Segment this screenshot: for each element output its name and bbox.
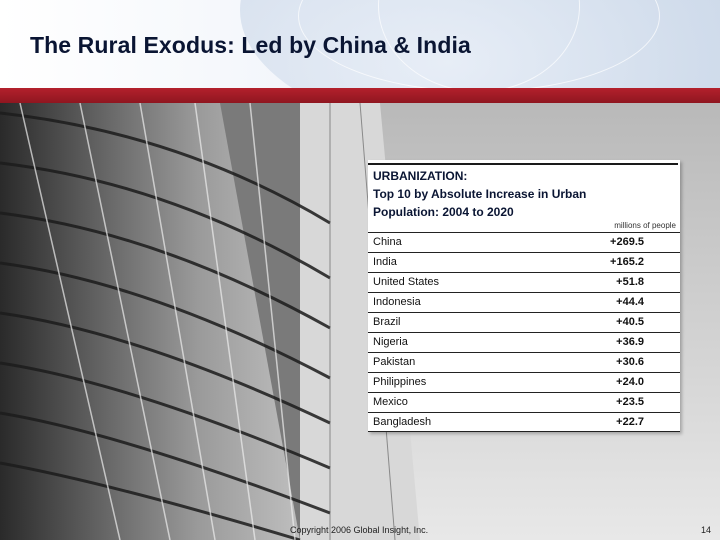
increase-value: +23.5 — [616, 396, 644, 408]
table-heading-line3: Population: 2004 to 2020 — [373, 205, 514, 219]
increase-value: +269.5 — [610, 236, 644, 248]
accent-bar — [0, 88, 720, 103]
country-name: Philippines — [373, 376, 427, 388]
increase-value: +165.2 — [610, 256, 644, 268]
table-row: Indonesia +44.4 — [368, 292, 680, 312]
table-heading-label: URBANIZATION: — [373, 169, 468, 183]
table-row: Mexico +23.5 — [368, 392, 680, 412]
units-label: millions of people — [614, 221, 676, 230]
country-name: Mexico — [373, 396, 408, 408]
increase-value: +51.8 — [616, 276, 644, 288]
table-row: United States +51.8 — [368, 272, 680, 292]
table-rows: China +269.5 India +165.2 United States +51… — [368, 232, 680, 432]
increase-value: +22.7 — [616, 416, 644, 428]
table-row: Philippines +24.0 — [368, 372, 680, 392]
table-row: India +165.2 — [368, 252, 680, 272]
increase-value: +24.0 — [616, 376, 644, 388]
country-name: Brazil — [373, 316, 401, 328]
slide-title: The Rural Exodus: Led by China & India — [30, 32, 471, 58]
increase-value: +44.4 — [616, 296, 644, 308]
increase-value: +30.6 — [616, 356, 644, 368]
page-number: 14 — [700, 525, 711, 535]
copyright-footer: Copyright 2006 Global Insight, Inc. — [290, 525, 429, 535]
table-row: Bangladesh +22.7 — [368, 412, 680, 432]
table-heading: URBANIZATION: Top 10 by Absolute Increas… — [373, 167, 586, 221]
country-name: Pakistan — [373, 356, 416, 368]
country-name: Bangladesh — [373, 416, 432, 428]
slide-header: The Rural Exodus: Led by China & India — [0, 0, 720, 88]
country-name: China — [373, 236, 402, 248]
country-name: India — [373, 256, 397, 268]
country-name: Nigeria — [373, 336, 408, 348]
country-name: Indonesia — [373, 296, 421, 308]
table-heading-line2: Top 10 by Absolute Increase in Urban — [373, 187, 587, 201]
increase-value: +40.5 — [616, 316, 644, 328]
country-name: United States — [373, 276, 440, 288]
urbanization-table-panel: URBANIZATION: Top 10 by Absolute Increas… — [368, 160, 680, 432]
table-row: Pakistan +30.6 — [368, 352, 680, 372]
table-row: Brazil +40.5 — [368, 312, 680, 332]
increase-value: +36.9 — [616, 336, 644, 348]
table-top-rule — [368, 163, 678, 165]
table-row: China +269.5 — [368, 232, 680, 252]
table-row: Nigeria +36.9 — [368, 332, 680, 352]
